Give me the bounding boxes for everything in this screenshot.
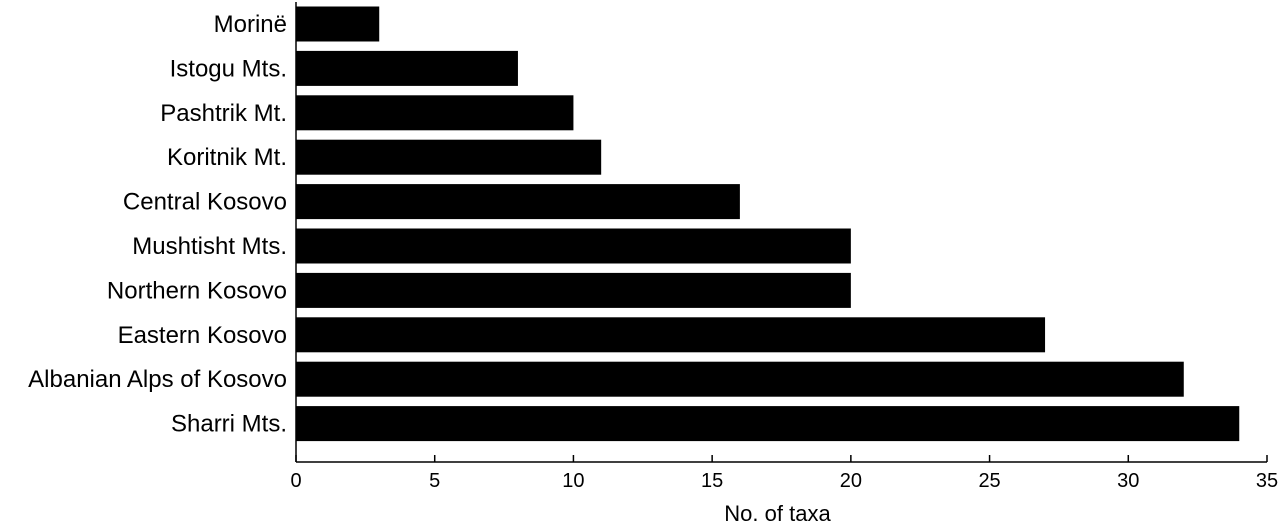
x-tick-label: 20 (840, 470, 862, 492)
bar (296, 184, 740, 220)
bar (296, 50, 518, 86)
x-tick-label: 35 (1256, 470, 1278, 492)
bar (296, 406, 1240, 442)
bar (296, 317, 1046, 353)
bar (296, 139, 602, 175)
category-label: Koritnik Mt. (167, 144, 287, 171)
bar (296, 6, 380, 42)
category-label: Northern Kosovo (107, 277, 287, 304)
x-tick-label: 15 (701, 470, 723, 492)
category-label: Pashtrik Mt. (160, 100, 287, 127)
category-label: Mushtisht Mts. (132, 233, 287, 260)
bar (296, 361, 1184, 397)
category-labels: Morinë Istogu Mts. Pashtrik Mt. Koritnik Mt… (28, 11, 287, 438)
category-label: Morinë (214, 11, 287, 38)
x-tick-label: 5 (429, 470, 440, 492)
category-label: Central Kosovo (123, 189, 287, 216)
category-label: Sharri Mts. (171, 411, 287, 438)
x-tick-label: 30 (1117, 470, 1139, 492)
x-tick-label: 0 (290, 470, 301, 492)
category-label: Eastern Kosovo (118, 322, 287, 349)
category-label: Albanian Alps of Kosovo (28, 366, 287, 393)
bar (296, 228, 851, 264)
x-axis-title: No. of taxa (724, 501, 831, 523)
bar (296, 272, 851, 308)
x-tick-label: 25 (978, 470, 1000, 492)
bar (296, 95, 574, 131)
bars-group (296, 6, 1240, 442)
category-label: Istogu Mts. (170, 55, 287, 82)
x-tick-label: 10 (562, 470, 584, 492)
x-axis-ticks: 0 5 10 15 20 25 30 35 (290, 455, 1278, 492)
